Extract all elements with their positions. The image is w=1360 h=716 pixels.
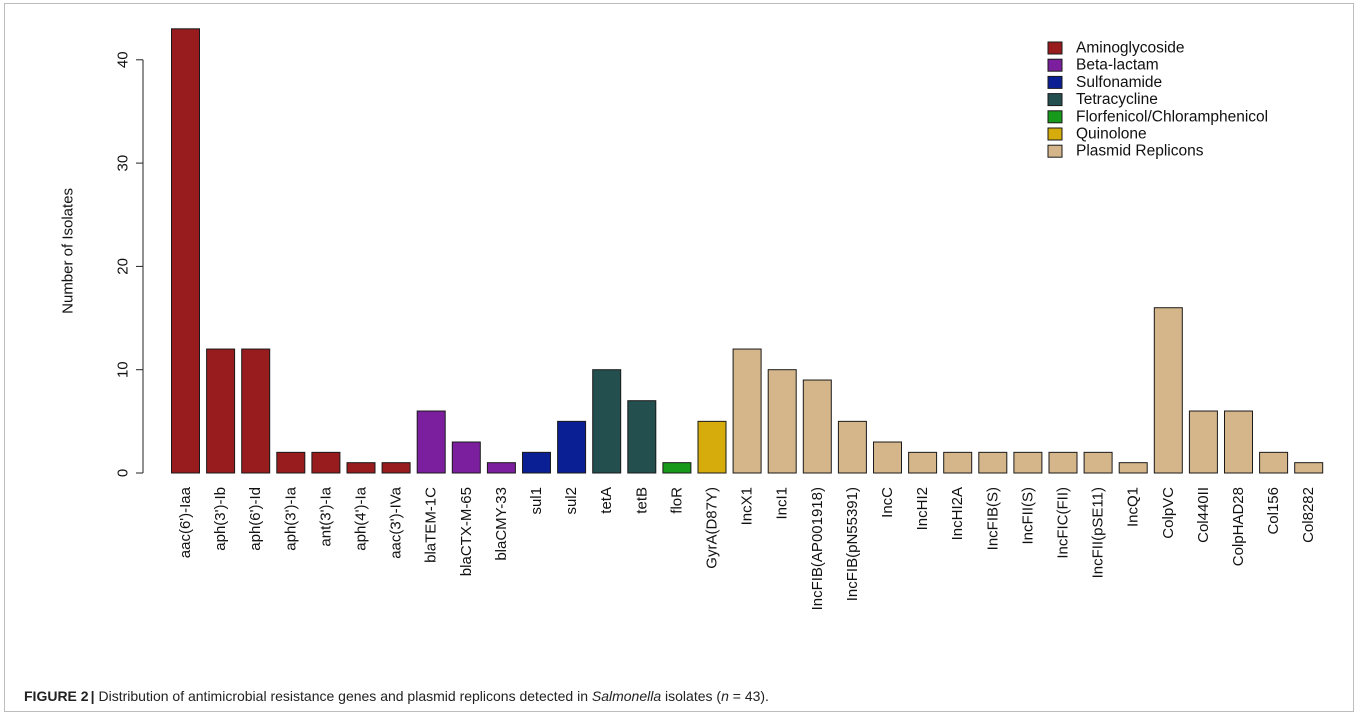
caption-separator: | <box>90 688 95 704</box>
x-tick-label: sul1 <box>528 487 545 515</box>
bar <box>486 462 516 474</box>
bar <box>627 400 657 474</box>
bar <box>1118 462 1148 474</box>
legend-swatch <box>1047 127 1063 141</box>
y-axis-title: Number of Isolates <box>60 188 77 314</box>
legend-label: Beta-lactam <box>1076 57 1159 74</box>
x-tick-label: blaCTX-M-65 <box>458 487 475 576</box>
bar <box>311 451 341 474</box>
x-tick-label: GyrA(D87Y) <box>704 487 721 569</box>
x-tick-labels: aac(6')-Iaa aph(3')-Ib aph(6')-Id aph(3')-I… <box>177 486 1317 610</box>
bar <box>206 348 236 474</box>
x-tick-label: Col8282 <box>1300 487 1317 543</box>
bar <box>346 462 376 474</box>
bar <box>416 410 446 474</box>
x-tick-label: IncC <box>879 487 896 518</box>
x-tick-label: tetB <box>633 487 650 514</box>
x-tick-label: aph(6')-Id <box>247 487 264 551</box>
y-tick-label: 10 <box>115 361 132 378</box>
legend-swatch <box>1047 41 1063 55</box>
y-tick-label: 0 <box>115 469 132 477</box>
x-tick-label: aph(3')-Ia <box>282 486 299 550</box>
bar <box>1259 451 1289 474</box>
x-tick-label: ant(3')-Ia <box>317 486 334 546</box>
legend-swatch <box>1047 144 1063 158</box>
legend-label: Tetracycline <box>1076 91 1158 108</box>
x-tick-label: IncHI2 <box>914 487 931 530</box>
x-tick-label: Col156 <box>1265 487 1282 535</box>
caption-text-start: Distribution of antimicrobial resistance… <box>98 688 592 704</box>
y-tick-label: 40 <box>115 51 132 68</box>
bar-chart: 0 10 20 30 40 Number of Isolates aac(6')-Iaa… <box>60 28 1324 610</box>
legend: AminoglycosideBeta-lactamSulfonamideTetr… <box>1047 40 1268 160</box>
x-tick-label: IncQ1 <box>1125 487 1142 527</box>
caption-text-middle: isolates ( <box>661 688 722 704</box>
x-tick-label: IncFII(S) <box>1019 487 1036 545</box>
bar <box>592 369 622 474</box>
bar <box>662 462 692 474</box>
bar <box>732 348 762 474</box>
y-tick-label: 20 <box>115 258 132 275</box>
bar <box>1188 410 1218 474</box>
caption-n-symbol: n <box>721 688 729 704</box>
bar <box>241 348 271 474</box>
x-tick-label: sul2 <box>563 487 580 515</box>
bar <box>1013 451 1043 474</box>
legend-swatch <box>1047 93 1063 107</box>
bar <box>1153 307 1183 474</box>
bar <box>522 451 551 474</box>
x-tick-label: blaTEM-1C <box>423 487 440 563</box>
bar <box>767 369 797 474</box>
figure-label: FIGURE 2 <box>24 688 89 704</box>
legend-label: Plasmid Replicons <box>1076 143 1204 160</box>
bar <box>1048 451 1078 474</box>
legend-label: Aminoglycoside <box>1076 40 1185 57</box>
x-tick-label: floR <box>668 487 685 514</box>
x-tick-label: ColpHAD28 <box>1230 487 1247 566</box>
y-tick-label: 30 <box>115 155 132 172</box>
bar <box>908 451 938 474</box>
figure-caption: FIGURE 2 | Distribution of antimicrobial r… <box>24 688 769 704</box>
x-tick-label: aac(6')-Iaa <box>177 486 194 558</box>
bar <box>1224 410 1253 474</box>
bar <box>978 451 1008 474</box>
x-tick-label: IncHI2A <box>949 487 966 540</box>
x-tick-label: aac(3')-IVa <box>388 486 405 558</box>
legend-label: Quinolone <box>1076 126 1147 143</box>
bar <box>943 451 973 474</box>
legend-swatch <box>1047 110 1063 124</box>
x-tick-label: aph(3')-Ib <box>212 487 229 551</box>
x-tick-label: blaCMY-33 <box>493 487 510 561</box>
bar <box>873 441 902 474</box>
x-tick-label: IncI1 <box>774 487 791 520</box>
x-tick-label: IncFIB(pN55391) <box>844 487 861 601</box>
bar <box>171 28 200 474</box>
legend-swatch <box>1047 58 1063 72</box>
bar <box>451 441 481 474</box>
caption-text-end: = 43). <box>728 688 769 704</box>
legend-swatch <box>1047 75 1063 89</box>
caption-italic-organism: Salmonella <box>591 688 662 704</box>
x-tick-label: IncFII(pSE11) <box>1090 487 1107 578</box>
x-tick-label: aph(4')-Ia <box>353 486 370 550</box>
x-tick-label: IncFIB(AP001918) <box>809 487 826 610</box>
bar <box>837 420 867 474</box>
bar <box>1083 451 1113 474</box>
x-tick-label: tetA <box>598 487 615 514</box>
x-tick-label: IncFIC(FII) <box>1055 487 1072 559</box>
legend-label: Sulfonamide <box>1076 74 1162 91</box>
y-axis: 0 10 20 30 40 <box>115 51 144 477</box>
x-tick-label: IncX1 <box>739 487 756 525</box>
bar <box>1294 462 1324 474</box>
bar <box>697 420 727 474</box>
x-tick-label: ColpVC <box>1160 487 1177 539</box>
bar <box>276 451 306 474</box>
bar <box>802 379 832 474</box>
bars-group <box>171 28 1324 474</box>
x-tick-label: IncFIB(S) <box>984 487 1001 550</box>
legend-label: Florfenicol/Chloramphenicol <box>1076 108 1268 125</box>
bar <box>557 420 587 474</box>
bar <box>381 462 411 474</box>
x-tick-label: Col440II <box>1195 487 1212 543</box>
